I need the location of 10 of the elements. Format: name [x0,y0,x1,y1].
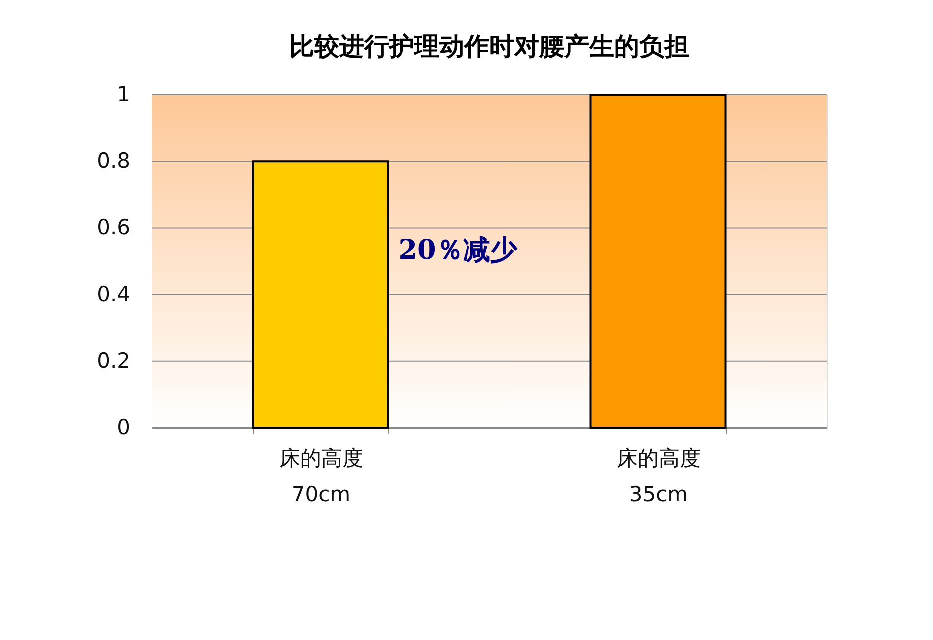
y-tick-label: 0.6 [97,216,130,240]
y-tick-label: 0 [117,416,130,440]
y-tick-label: 0.4 [97,282,130,306]
y-tick-label: 1 [117,82,130,106]
annotation: 20％减少 [398,235,518,266]
chart-title: 比较进行护理动作时对腰产生的负担 [290,32,690,61]
y-tick-label: 0.8 [97,149,130,174]
x-tick-label: 床的高度 35cm [616,446,701,506]
y-tick-label: 0.2 [97,348,130,373]
x-tick-label: 床的高度 70cm [279,446,364,506]
